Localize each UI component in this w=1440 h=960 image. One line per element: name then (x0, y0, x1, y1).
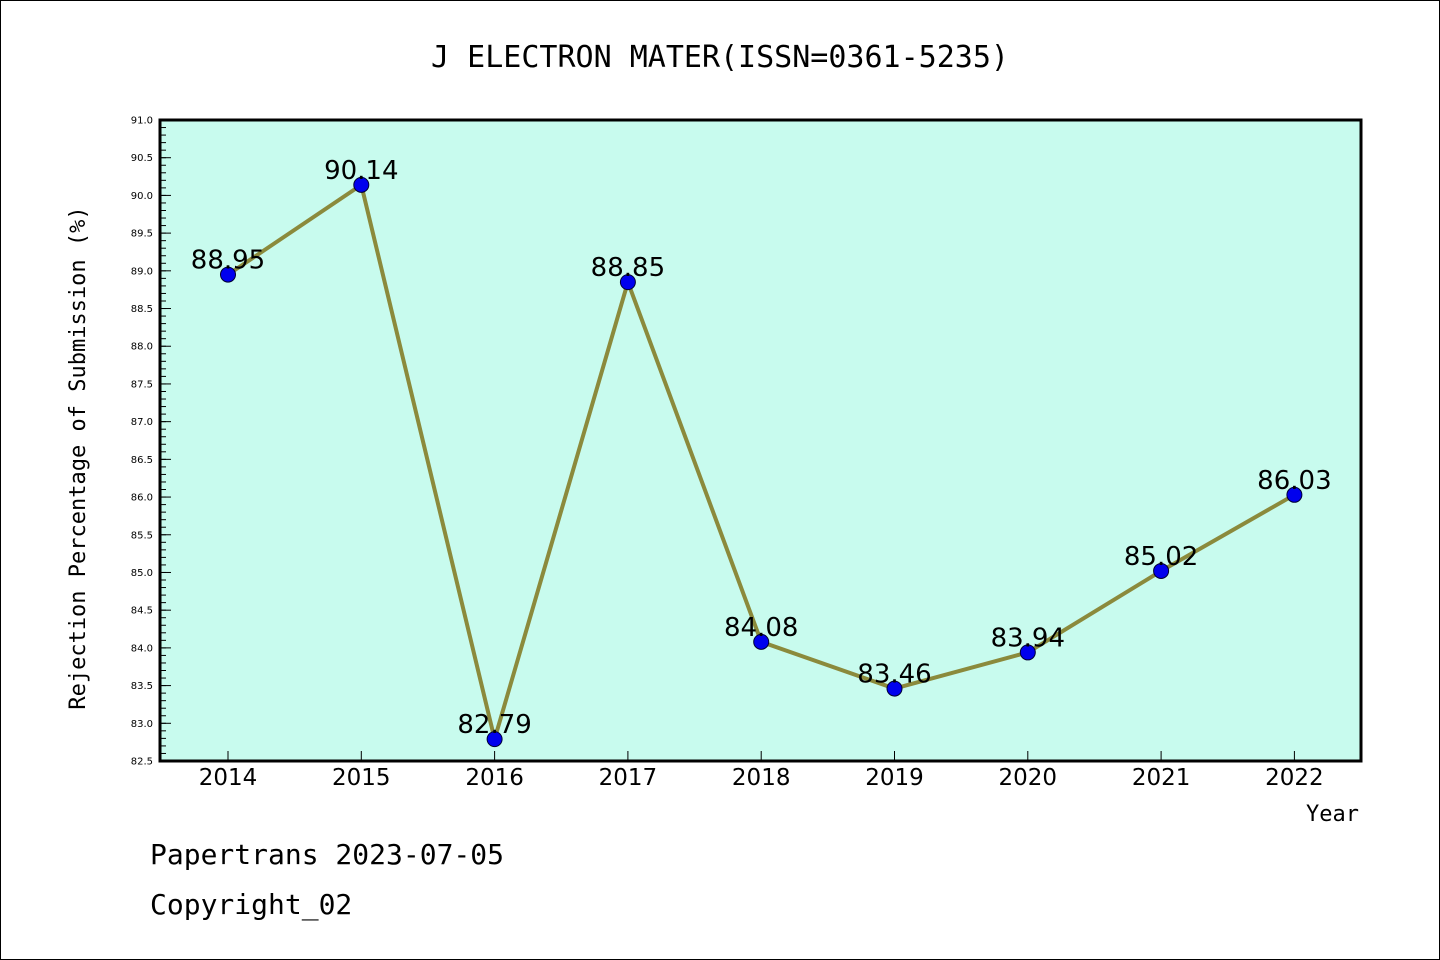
y-tick-label: 86.0 (131, 493, 153, 504)
footer-date: Papertrans 2023-07-05 (150, 838, 504, 871)
data-label: 83.46 (857, 660, 931, 690)
data-point (619, 274, 636, 291)
data-label: 85.02 (1124, 542, 1198, 572)
data-point (220, 266, 236, 283)
y-tick-label: 88.5 (131, 304, 153, 315)
data-point (1153, 562, 1170, 579)
y-tick-label: 87.0 (131, 417, 153, 428)
y-tick-label: 83.5 (131, 681, 153, 692)
data-point (1019, 644, 1036, 661)
y-tick-label: 87.5 (131, 379, 153, 390)
x-axis: 2014 2015 2016 2017 2018 2019 2020 2021 2022 (199, 751, 1324, 791)
y-tick-label: 89.0 (131, 266, 153, 277)
data-label: 90.14 (324, 156, 398, 186)
y-tick-label: 90.0 (131, 191, 153, 202)
x-tick-label: 2018 (732, 765, 791, 791)
data-label: 86.03 (1257, 466, 1331, 496)
y-tick-label: 88.0 (131, 342, 153, 353)
x-tick-label: 2014 (199, 765, 258, 791)
y-tick-label: 89.5 (131, 229, 153, 240)
footer-copyright: Copyright_02 (150, 888, 352, 922)
y-tick-label: 90.5 (131, 153, 153, 164)
data-label: 88.85 (591, 253, 665, 283)
y-tick-label: 91.0 (131, 116, 153, 127)
x-tick-label: 2016 (465, 765, 524, 791)
y-tick-label: 85.0 (131, 568, 153, 579)
y-axis: 82.5 83.0 83.5 84.0 84.5 85.0 85.5 86.0 86.5 87.0… (131, 116, 171, 768)
y-tick-label: 82.5 (131, 757, 153, 768)
data-label: 83.94 (991, 623, 1065, 653)
data-point (886, 680, 903, 697)
x-tick-label: 2015 (332, 765, 391, 791)
data-series (220, 176, 1303, 748)
data-point (1286, 486, 1303, 503)
x-tick-label: 2021 (1132, 765, 1191, 791)
data-point (753, 633, 770, 650)
x-tick-label: 2022 (1265, 765, 1324, 791)
y-tick-label: 83.0 (131, 719, 153, 730)
data-point (486, 731, 503, 748)
y-tick-label: 86.5 (131, 455, 153, 466)
x-axis-label: Year (1306, 802, 1359, 827)
x-tick-label: 2020 (999, 765, 1058, 791)
data-point (353, 176, 370, 193)
x-tick-label: 2019 (865, 765, 924, 791)
y-tick-label: 85.5 (131, 530, 153, 541)
plot-border (158, 118, 1363, 763)
data-label: 82.79 (457, 710, 531, 740)
x-tick-label: 2017 (599, 765, 658, 791)
y-tick-label: 84.5 (131, 606, 153, 617)
data-label: 88.95 (191, 246, 265, 276)
y-axis-label: Rejection Percentage of Submission (%) (66, 206, 91, 709)
y-tick-label: 84.0 (131, 643, 153, 654)
data-labels: 88.95 90.14 82.79 88.85 84.08 83.46 83.94 85.02… (191, 156, 1332, 740)
chart-title: J ELECTRON MATER(ISSN=0361-5235) (431, 40, 1009, 75)
data-label: 84.08 (724, 613, 798, 643)
plot-area (160, 120, 1361, 761)
